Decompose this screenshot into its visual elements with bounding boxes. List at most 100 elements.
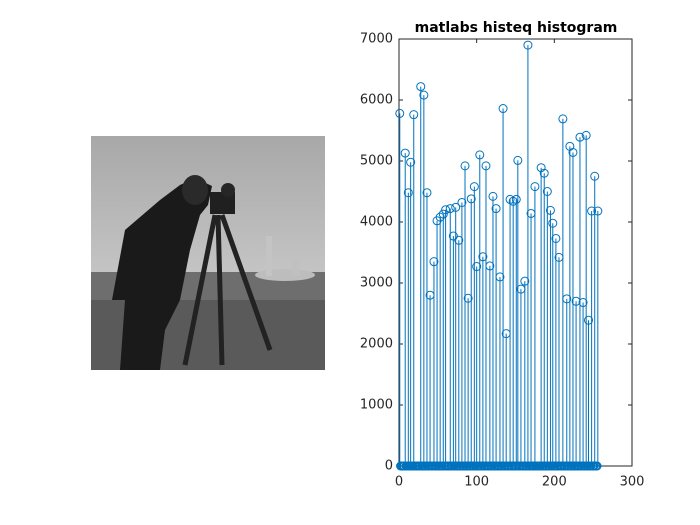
y-tick-label: 5000 <box>360 154 393 169</box>
stem <box>592 461 602 471</box>
stem-marker <box>523 40 533 50</box>
stem <box>406 157 416 466</box>
stem <box>511 194 521 466</box>
x-tick-label: 200 <box>542 475 567 490</box>
stem <box>419 90 429 466</box>
stem <box>488 191 498 466</box>
stem <box>435 212 445 466</box>
stem <box>403 188 413 466</box>
stem <box>475 150 485 466</box>
stem <box>395 108 405 466</box>
stem <box>539 168 549 466</box>
stem-marker <box>466 194 476 204</box>
stem <box>584 315 594 466</box>
stem-marker <box>429 257 439 267</box>
stem <box>460 161 470 466</box>
stem-marker <box>472 262 482 272</box>
stem <box>451 202 461 466</box>
stem <box>409 110 419 466</box>
stem <box>454 235 464 466</box>
stem <box>491 204 501 466</box>
stem-marker <box>536 163 546 173</box>
stem-marker <box>592 461 602 471</box>
stem <box>481 161 491 466</box>
stem <box>590 171 600 466</box>
stem-marker <box>438 209 448 219</box>
x-tick-label: 100 <box>464 475 489 490</box>
y-tick-label: 2000 <box>360 337 393 352</box>
stem-marker <box>562 294 572 304</box>
stem-marker <box>551 233 561 243</box>
stem <box>445 204 455 466</box>
stem-marker <box>587 206 597 216</box>
stem-marker <box>481 161 491 171</box>
plot-area <box>398 38 633 467</box>
stem-marker <box>460 161 470 171</box>
stem <box>578 298 588 466</box>
stem-marker <box>590 171 600 181</box>
y-tick-label: 4000 <box>360 215 393 230</box>
stem <box>545 205 555 466</box>
stem-marker <box>451 202 461 212</box>
x-tick-label: 0 <box>395 475 403 490</box>
stem-marker <box>475 150 485 160</box>
stem-marker <box>419 90 429 100</box>
stem-marker <box>422 188 432 198</box>
stem-marker <box>491 204 501 214</box>
y-tick-label: 6000 <box>360 93 393 108</box>
stem <box>581 130 591 466</box>
stem-marker <box>409 110 419 120</box>
stem <box>438 209 448 466</box>
stem-marker <box>454 235 464 245</box>
stem <box>551 233 561 466</box>
stem <box>542 187 552 466</box>
stem-marker <box>441 205 451 215</box>
stem <box>478 252 488 466</box>
stem-marker <box>558 114 568 124</box>
stem-marker <box>530 182 540 192</box>
stem-marker <box>463 293 473 303</box>
stem-marker <box>575 132 585 142</box>
y-tick-label: 3000 <box>360 276 393 291</box>
stem <box>536 163 546 466</box>
stem-marker <box>488 191 498 201</box>
stem-marker <box>584 315 594 325</box>
chart-title: matlabs histeq histogram <box>415 20 618 36</box>
stem <box>463 293 473 466</box>
stem-marker <box>498 104 508 114</box>
stem-marker <box>578 298 588 308</box>
stem <box>422 188 432 466</box>
stem <box>485 261 495 466</box>
stem <box>587 206 597 466</box>
stem-marker <box>593 206 603 216</box>
stem-marker <box>513 155 523 165</box>
stem-marker <box>495 272 505 282</box>
image <box>91 136 325 370</box>
stem <box>593 206 603 466</box>
stem-marker <box>581 130 591 140</box>
stem-marker <box>542 187 552 196</box>
stem <box>523 40 533 466</box>
stem-marker <box>416 82 426 92</box>
stem-marker <box>520 276 530 286</box>
stem-marker <box>448 231 458 241</box>
stem-marker <box>548 218 558 228</box>
stem <box>400 148 410 466</box>
stem-marker <box>435 212 445 222</box>
stem <box>520 276 530 466</box>
stem <box>466 194 476 466</box>
stem-marker <box>457 197 467 207</box>
stem <box>513 155 523 466</box>
stem-marker <box>545 205 555 215</box>
stem-marker <box>478 252 488 262</box>
stem <box>429 257 439 466</box>
stem-marker <box>403 188 413 198</box>
stem-marker <box>406 157 416 167</box>
stem-marker <box>568 147 578 157</box>
stem <box>498 104 508 466</box>
stem <box>416 82 426 466</box>
stem <box>530 182 540 466</box>
stem-marker <box>485 261 495 271</box>
